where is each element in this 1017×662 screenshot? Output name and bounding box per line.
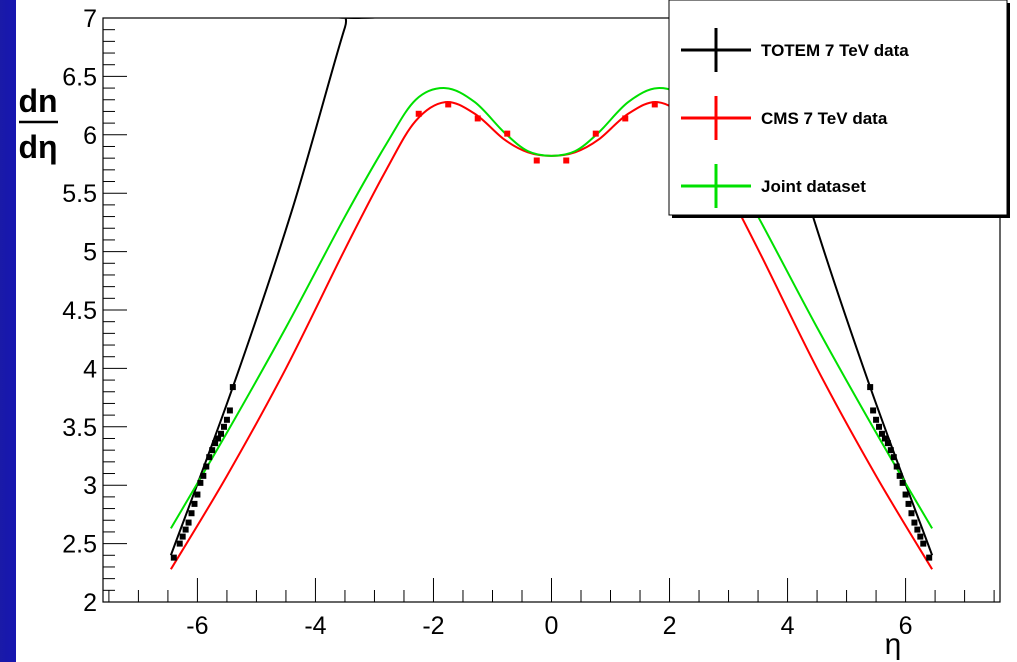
x-tick-label: -6 [186, 612, 208, 640]
y-tick-label: 6 [83, 122, 97, 150]
data-point-totem-7-tev-data [893, 463, 900, 470]
data-point-cms-7-tev-data [504, 130, 511, 137]
data-point-totem-7-tev-data [182, 526, 189, 533]
data-point-cms-7-tev-data [592, 130, 599, 137]
data-point-cms-7-tev-data [474, 115, 481, 122]
data-point-totem-7-tev-data [917, 533, 924, 540]
data-point-totem-7-tev-data [215, 435, 222, 442]
data-point-cms-7-tev-data [415, 110, 422, 117]
y-tick-label: 5 [83, 239, 97, 267]
y-tick-label: 6.5 [62, 63, 97, 91]
data-point-totem-7-tev-data [899, 479, 906, 486]
data-point-totem-7-tev-data [873, 416, 880, 423]
x-tick-label: 2 [663, 612, 677, 640]
data-point-totem-7-tev-data [200, 472, 207, 479]
fit-curve-totem-7-tev-data [169, 18, 934, 556]
data-point-totem-7-tev-data [881, 435, 888, 442]
data-point-totem-7-tev-data [170, 554, 177, 561]
plot-canvas: 2 2.5 3 3.5 4 4.5 5 5.5 6 6.5 7 -6 -4 -2 0 2 4 6 η dn dη TOT… [16, 0, 1017, 662]
x-tick-label: -4 [304, 612, 326, 640]
y-tick-label: 5.5 [62, 180, 97, 208]
y-tick-label: 7 [83, 5, 97, 33]
data-point-cms-7-tev-data [445, 101, 452, 108]
data-point-totem-7-tev-data [226, 407, 233, 414]
data-point-totem-7-tev-data [914, 526, 921, 533]
legend-box [668, 0, 1008, 216]
data-point-cms-7-tev-data [563, 157, 570, 164]
data-point-totem-7-tev-data [229, 384, 236, 391]
data-point-totem-7-tev-data [867, 384, 874, 391]
data-point-totem-7-tev-data [179, 533, 186, 540]
data-point-totem-7-tev-data [887, 447, 894, 454]
data-point-totem-7-tev-data [209, 447, 216, 454]
data-point-totem-7-tev-data [203, 463, 210, 470]
data-point-totem-7-tev-data [926, 554, 933, 561]
data-point-totem-7-tev-data [911, 519, 918, 526]
data-point-totem-7-tev-data [191, 500, 198, 507]
data-point-totem-7-tev-data [884, 440, 891, 447]
data-point-totem-7-tev-data [218, 430, 225, 437]
data-point-totem-7-tev-data [878, 430, 885, 437]
y-axis-label-denominator: dη [18, 129, 57, 165]
data-point-totem-7-tev-data [870, 407, 877, 414]
y-tick-label: 4 [83, 355, 97, 383]
data-point-cms-7-tev-data [651, 101, 658, 108]
data-point-totem-7-tev-data [902, 491, 909, 498]
data-point-cms-7-tev-data [622, 115, 629, 122]
legend-label: CMS 7 TeV data [761, 109, 888, 128]
legend-label: TOTEM 7 TeV data [761, 41, 909, 60]
x-tick-label: 0 [545, 612, 559, 640]
x-tick-label: 4 [781, 612, 795, 640]
fit-curve-joint-dataset [170, 87, 933, 529]
data-point-totem-7-tev-data [920, 540, 927, 547]
y-tick-label: 4.5 [62, 297, 97, 325]
x-axis-label: η [885, 628, 902, 661]
y-tick-label: 2 [83, 589, 97, 617]
y-axis-label-numerator: dn [18, 83, 57, 119]
y-tick-label: 3 [83, 472, 97, 500]
data-point-cms-7-tev-data [533, 157, 540, 164]
data-point-totem-7-tev-data [890, 454, 897, 461]
y-tick-label: 3.5 [62, 414, 97, 442]
data-point-totem-7-tev-data [905, 500, 912, 507]
data-point-totem-7-tev-data [896, 472, 903, 479]
data-point-totem-7-tev-data [197, 479, 204, 486]
data-point-totem-7-tev-data [223, 416, 230, 423]
data-point-totem-7-tev-data [876, 423, 883, 430]
y-tick-label: 2.5 [62, 531, 97, 559]
data-point-totem-7-tev-data [185, 519, 192, 526]
data-point-totem-7-tev-data [194, 491, 201, 498]
data-point-totem-7-tev-data [176, 540, 183, 547]
x-tick-label: -2 [422, 612, 444, 640]
data-point-totem-7-tev-data [206, 454, 213, 461]
data-point-totem-7-tev-data [188, 510, 195, 517]
data-point-totem-7-tev-data [220, 423, 227, 430]
data-point-totem-7-tev-data [212, 440, 219, 447]
x-tick-label: 6 [899, 612, 913, 640]
data-point-totem-7-tev-data [908, 510, 915, 517]
legend-label: Joint dataset [761, 177, 866, 196]
